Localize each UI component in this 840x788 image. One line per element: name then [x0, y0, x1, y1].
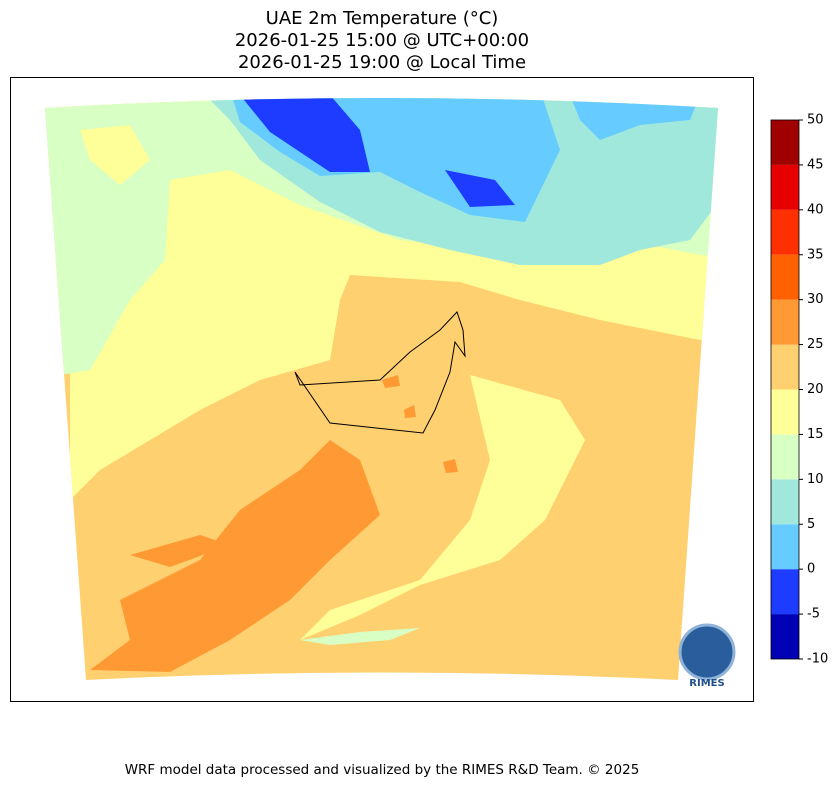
colorbar-bin	[771, 254, 799, 300]
colorbar-tick-label: 15	[807, 427, 824, 442]
colorbar-bin	[771, 569, 799, 615]
uae-boundary	[294, 311, 466, 434]
colorbar-bin	[771, 434, 799, 480]
colorbar-bin	[771, 120, 799, 165]
logo-emblem	[678, 623, 736, 681]
colorbar-bin	[771, 479, 799, 525]
colorbar-tick-label: 45	[807, 157, 824, 172]
colorbar-bin	[771, 524, 799, 570]
title-line: UAE 2m Temperature (°C)	[266, 8, 499, 29]
logo: RIMES	[678, 623, 736, 689]
colorbar-bin	[771, 299, 799, 345]
colorbar-bin	[771, 389, 799, 435]
colorbar-tick-label: 20	[807, 382, 824, 397]
logo-text: RIMES	[689, 678, 724, 689]
colorbar-tick-label: 5	[807, 517, 815, 532]
footer: WRF model data processed and visualized …	[125, 762, 640, 778]
colorbar-tick-label: 10	[807, 472, 824, 487]
colorbar-tick-label: 30	[807, 292, 824, 307]
colorbar-tick-label: 35	[807, 247, 824, 262]
colorbar-bin	[771, 209, 799, 255]
colorbar-tick-label: -5	[807, 607, 820, 622]
colorbar-tick-label: 25	[807, 337, 824, 352]
colorbar-tick-label: -10	[807, 652, 828, 667]
title-line: 2026-01-25 15:00 @ UTC+00:00	[235, 30, 529, 51]
title-line: 2026-01-25 19:00 @ Local Time	[238, 52, 526, 73]
colorbar-tick-label: 40	[807, 202, 824, 217]
colorbar-bin	[771, 344, 799, 390]
colorbar-bin	[771, 614, 799, 659]
colorbar-tick-label: 0	[807, 562, 815, 577]
colorbar-tick-label: 50	[807, 113, 824, 128]
colorbar: -10 -5 0 5 10 15 20 25 30 35 40 45 50	[770, 113, 828, 667]
colorbar-bin	[771, 164, 799, 210]
